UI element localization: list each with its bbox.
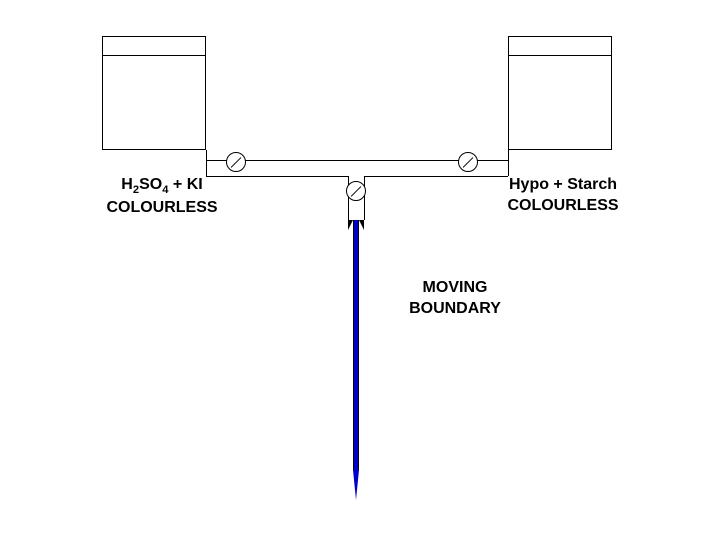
left-beaker [102, 36, 206, 150]
left-label-line2: COLOURLESS [106, 199, 217, 216]
right-drop-wall-b [508, 160, 509, 176]
left-liquid-line [103, 55, 205, 56]
right-beaker [508, 36, 612, 150]
right-liquid-line [509, 55, 611, 56]
left-drop-wall-a [206, 150, 207, 160]
right-label: Hypo + Starch COLOURLESS [488, 175, 638, 217]
capillary-tip [353, 470, 359, 500]
left-label-line1: H2SO4 + KI [121, 176, 202, 193]
right-drop-wall-a [508, 150, 509, 160]
moving-boundary-line1: MOVING [423, 279, 488, 296]
stopcock-right [458, 152, 478, 172]
horizontal-tube-bottom-left [206, 176, 348, 177]
right-label-line1: Hypo + Starch [509, 176, 617, 193]
center-tube-right-wall [364, 176, 365, 220]
left-label: H2SO4 + KI COLOURLESS [92, 175, 232, 219]
left-drop-wall-b [206, 160, 207, 176]
horizontal-tube-bottom-right [364, 176, 508, 177]
moving-boundary-line2: BOUNDARY [409, 300, 501, 317]
stopcock-left [226, 152, 246, 172]
moving-boundary-label: MOVING BOUNDARY [390, 278, 520, 320]
capillary-column [353, 220, 359, 470]
right-label-line2: COLOURLESS [507, 197, 618, 214]
taper-right [359, 220, 364, 230]
stopcock-center [346, 181, 366, 201]
